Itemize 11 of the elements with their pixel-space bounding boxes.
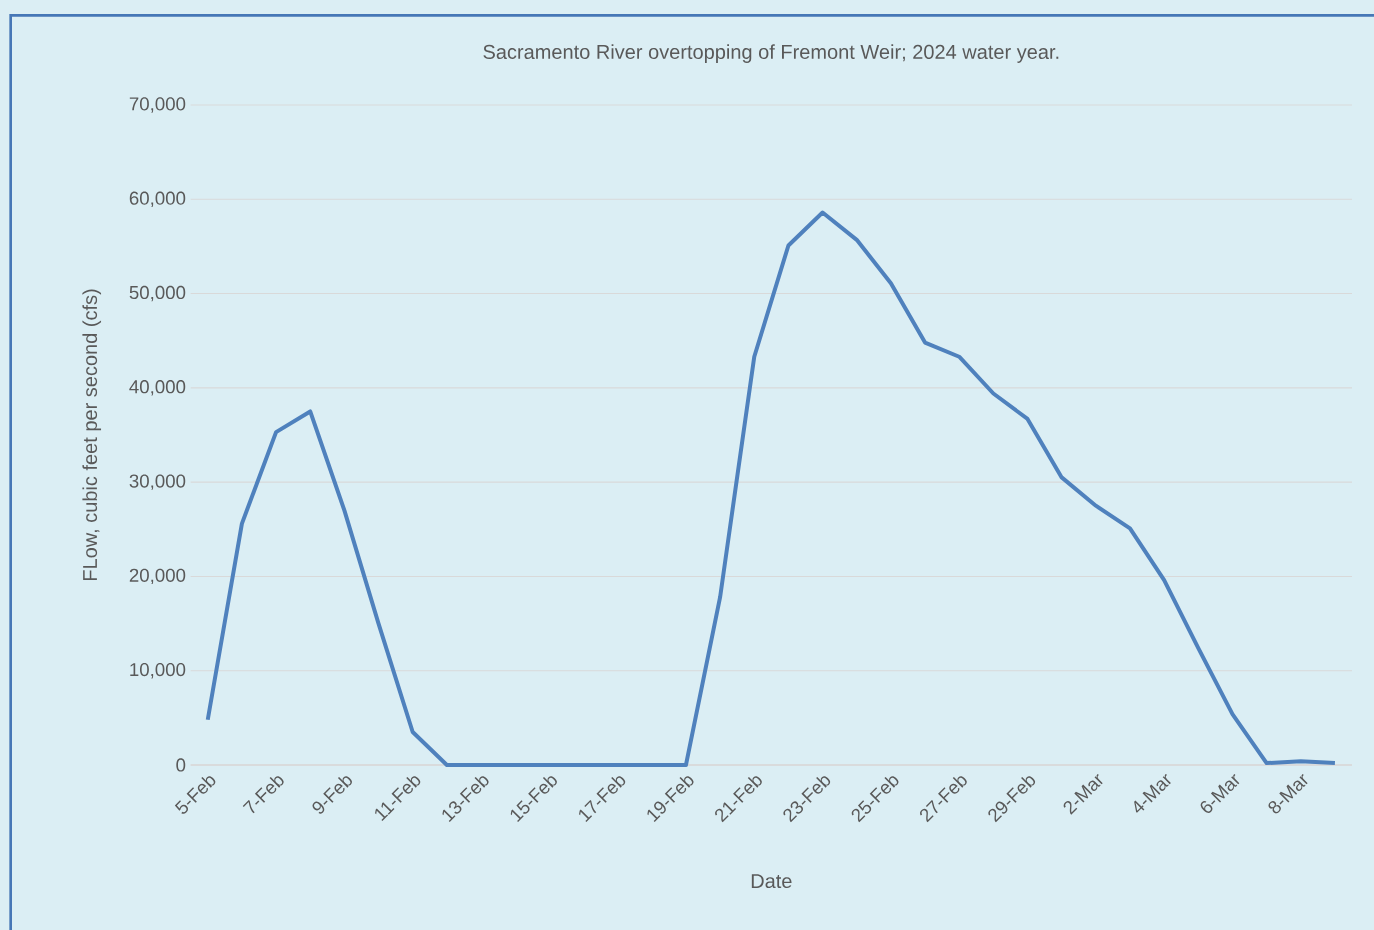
y-tick-label: 40,000 [129, 380, 186, 396]
y-tick-label: 50,000 [129, 285, 186, 302]
y-tick-label: 70,000 [129, 97, 186, 113]
chart-title: Sacramento River overtopping of Fremont Weir; 2024 water year. [483, 44, 1059, 63]
x-axis-title: Date [751, 874, 792, 889]
y-axis-title: FLow, cubic feet per second (cfs) [82, 289, 102, 581]
y-tick-label: 10,000 [130, 662, 186, 679]
y-tick-label: 60,000 [129, 191, 186, 207]
y-tick-label: 0 [176, 758, 186, 772]
y-tick-label: 30,000 [129, 474, 186, 490]
y-tick-label: 20,000 [129, 568, 186, 585]
